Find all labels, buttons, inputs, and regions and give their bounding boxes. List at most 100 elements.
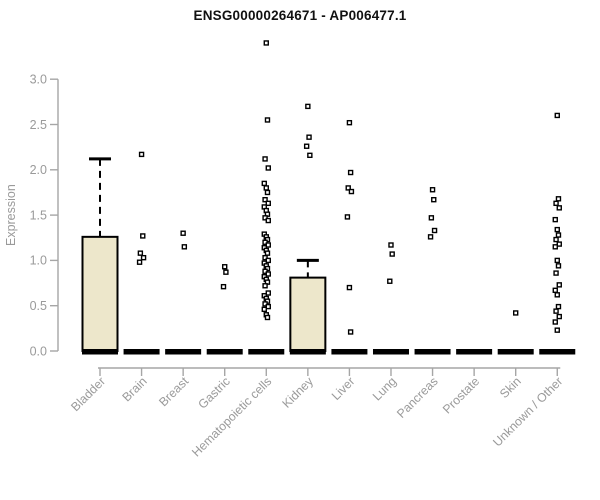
outlier-point — [428, 215, 435, 221]
y-tick-label: 0.5 — [30, 299, 47, 313]
y-tick-label: 1.0 — [30, 254, 47, 268]
x-tick-label-kidney: Kidney — [279, 374, 316, 411]
median-bar — [372, 349, 409, 355]
x-tick-label-hematopoietic-cells: Hematopoietic cells — [189, 374, 274, 459]
outlier-point — [556, 205, 562, 211]
outlier-point — [347, 169, 354, 176]
x-tick-label-liver: Liver — [329, 374, 358, 403]
chart-title: ENSG00000264671 - AP006477.1 — [193, 8, 407, 23]
outlier-point — [556, 241, 562, 247]
outlier-point — [307, 152, 313, 159]
outlier-point — [345, 185, 351, 191]
outlier-point — [265, 242, 271, 248]
median-bar — [456, 349, 493, 355]
outlier-point — [431, 196, 437, 203]
median-bar — [414, 349, 451, 355]
outlier-point — [303, 143, 310, 149]
box-rect — [81, 235, 119, 352]
x-tick-label-prostate: Prostate — [440, 374, 482, 416]
median-bar — [331, 349, 368, 355]
outlier-point — [264, 117, 271, 123]
outlier-point — [552, 216, 558, 223]
outlier-point — [553, 308, 559, 314]
outlier-point — [388, 242, 394, 248]
x-tick-label-bladder: Bladder — [68, 374, 108, 414]
outlier-point — [552, 319, 558, 325]
outlier-point — [264, 314, 271, 321]
outlier-point — [262, 156, 268, 162]
outlier-point — [552, 287, 558, 293]
boxplot-unknown-other — [539, 112, 576, 355]
median-bar — [165, 349, 202, 355]
median-bar — [82, 349, 118, 355]
outlier-point — [265, 271, 271, 277]
outlier-point — [262, 196, 268, 203]
outlier-point — [513, 310, 519, 316]
outlier-point — [305, 103, 311, 110]
outlier-point — [265, 200, 271, 207]
x-tick-label-skin: Skin — [497, 374, 524, 401]
outlier-point — [344, 214, 351, 220]
boxplot-pancreas — [414, 187, 451, 355]
outlier-point — [555, 232, 562, 238]
x-tick-label-pancreas: Pancreas — [394, 374, 441, 421]
outlier-point — [553, 236, 559, 243]
x-tick-label-lung: Lung — [370, 374, 399, 403]
outlier-point — [554, 257, 560, 264]
outlier-point — [261, 306, 267, 313]
outlier-point — [556, 313, 562, 320]
outlier-point — [555, 303, 562, 310]
outlier-point — [556, 282, 562, 288]
outlier-point — [387, 278, 393, 284]
outlier-point — [347, 329, 354, 335]
outlier-point — [223, 269, 229, 275]
outlier-point — [348, 188, 355, 195]
boxplot-prostate — [456, 349, 493, 355]
x-tick-label-brain: Brain — [119, 374, 149, 404]
outlier-point — [553, 200, 559, 207]
outlier-point — [265, 257, 271, 264]
boxplot-hematopoietic-cells — [248, 40, 285, 355]
outlier-point — [263, 40, 269, 46]
outlier-point — [180, 230, 186, 236]
outlier-point — [554, 112, 560, 119]
boxplot-brain — [123, 151, 160, 355]
boxplot-liver — [331, 119, 368, 355]
outlier-point — [138, 151, 145, 158]
outlier-point — [220, 283, 227, 290]
boxplot-lung — [372, 242, 409, 355]
outlier-point — [264, 189, 271, 196]
outlier-point — [429, 187, 436, 193]
median-bar — [206, 349, 243, 355]
outlier-point — [181, 244, 188, 250]
outlier-point — [555, 196, 562, 202]
outlier-point — [265, 217, 271, 224]
outlier-point — [265, 290, 271, 296]
outlier-point — [552, 244, 558, 250]
outlier-point — [262, 301, 268, 307]
x-tick-label-gastric: Gastric — [195, 374, 232, 411]
boxplot-kidney — [289, 103, 327, 355]
outlier-point — [137, 250, 144, 256]
outlier-point — [265, 165, 271, 171]
outlier-point — [554, 292, 560, 298]
y-tick-label: 3.0 — [30, 73, 47, 87]
outlier-point — [389, 251, 395, 257]
median-bar — [248, 349, 285, 355]
outlier-point — [431, 227, 438, 234]
outlier-point — [222, 264, 228, 270]
outlier-point — [555, 263, 562, 269]
boxplot-breast — [165, 230, 202, 355]
outlier-point — [263, 185, 269, 191]
outlier-point — [346, 119, 353, 126]
y-tick-label: 1.5 — [30, 208, 47, 222]
outlier-point — [262, 254, 268, 261]
outlier-point — [262, 268, 268, 274]
boxplot-bladder — [81, 157, 119, 355]
y-tick-label: 2.5 — [30, 118, 47, 132]
boxplot-skin — [497, 310, 534, 355]
outlier-point — [140, 254, 147, 261]
median-bar — [123, 349, 160, 355]
